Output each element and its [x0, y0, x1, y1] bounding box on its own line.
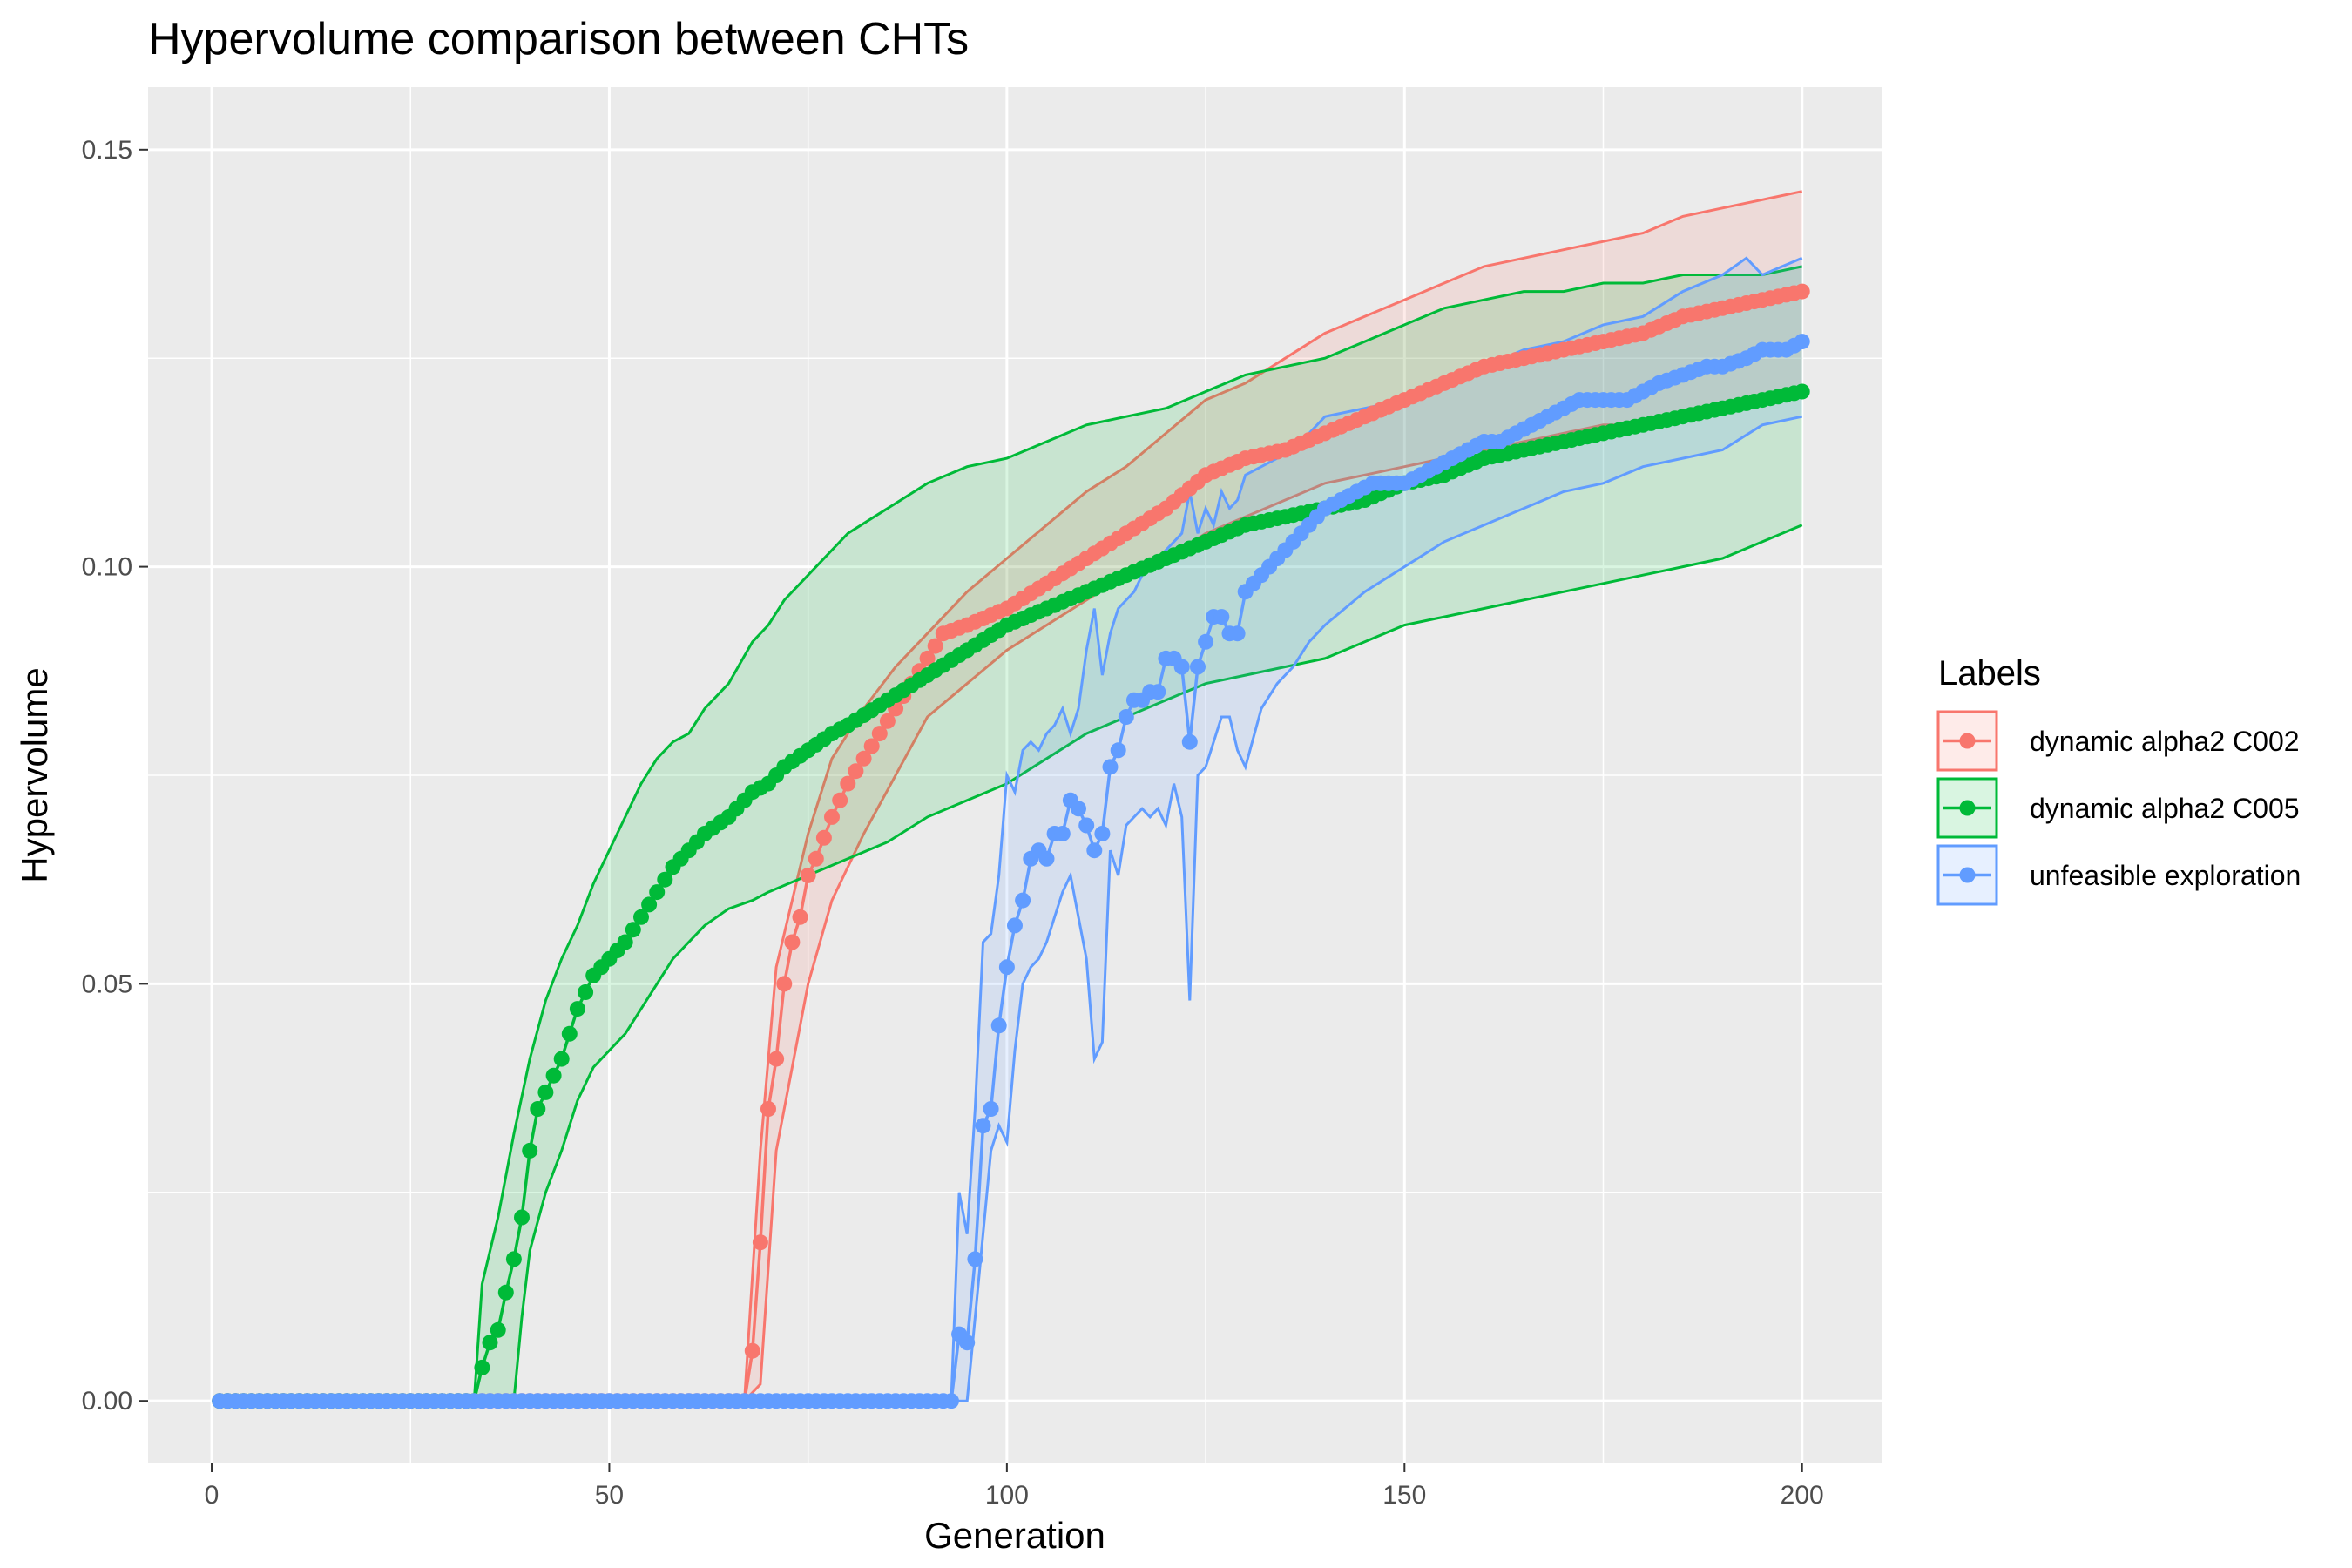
data-point: [633, 909, 649, 925]
data-point: [784, 934, 801, 950]
x-axis-title: Generation: [924, 1515, 1105, 1556]
data-point: [1150, 684, 1166, 700]
data-point: [927, 638, 943, 654]
data-point: [641, 896, 658, 913]
minor-grid: [148, 87, 1882, 1463]
data-point: [1071, 801, 1086, 817]
x-tick-label: 150: [1382, 1481, 1426, 1510]
data-point: [505, 1251, 522, 1267]
ribbon-dynamic-alpha2-C005: [474, 266, 1802, 1402]
data-point: [1173, 659, 1190, 675]
data-point: [514, 1209, 530, 1226]
data-point: [983, 1101, 999, 1117]
x-axis: 0 50 100 150 200: [205, 1463, 1824, 1510]
data-point: [474, 1359, 490, 1375]
data-point: [530, 1101, 546, 1117]
data-point: [553, 1051, 570, 1067]
data-point: [617, 934, 633, 950]
legend-label: dynamic alpha2 C002: [2030, 726, 2300, 757]
data-point: [490, 1321, 506, 1338]
data-point: [1118, 709, 1134, 725]
data-point: [752, 1234, 768, 1251]
data-point: [879, 713, 896, 729]
data-point: [975, 1118, 991, 1134]
data-point: [768, 1051, 785, 1067]
data-point: [840, 775, 856, 792]
data-point: [943, 1393, 959, 1409]
legend-title: Labels: [1938, 654, 2041, 693]
data-point: [1794, 283, 1810, 300]
data-point: [1038, 850, 1055, 867]
data-point: [967, 1251, 983, 1267]
data-point: [815, 829, 832, 846]
data-point: [776, 976, 793, 992]
data-point: [625, 922, 641, 938]
y-tick-label: 0.05: [82, 970, 132, 998]
data-point: [800, 867, 816, 883]
x-tick-label: 200: [1781, 1481, 1824, 1510]
data-point: [832, 792, 848, 808]
legend: Labels dynamic alpha2 C002 dynamic alpha2…: [1936, 654, 2301, 906]
data-point: [482, 1335, 498, 1351]
data-point: [871, 726, 888, 742]
series-points: [212, 283, 1810, 1409]
y-tick-label: 0.10: [82, 553, 132, 582]
upper-bound-line: [472, 265, 1803, 1402]
data-point: [578, 984, 594, 1000]
x-tick-label: 0: [205, 1481, 220, 1510]
data-point: [1102, 759, 1119, 775]
y-tick-label: 0.00: [82, 1387, 132, 1416]
legend-key-point: [1959, 867, 1976, 883]
data-point: [1213, 609, 1230, 625]
data-point: [1007, 917, 1023, 934]
data-point: [1110, 742, 1126, 759]
data-point: [537, 1084, 554, 1100]
data-point: [649, 884, 666, 901]
data-point: [959, 1335, 976, 1351]
data-point: [863, 738, 880, 754]
legend-label: unfeasible exploration: [2030, 860, 2301, 891]
data-point: [1229, 625, 1246, 642]
y-axis: 0.00 0.05 0.10 0.15: [82, 136, 148, 1416]
y-axis-title: Hypervolume: [14, 667, 55, 882]
x-tick-label: 100: [985, 1481, 1029, 1510]
data-point: [808, 850, 824, 867]
data-point: [1190, 659, 1206, 675]
data-point: [824, 808, 840, 825]
y-tick-label: 0.15: [82, 136, 132, 165]
lower-bound-line: [474, 524, 1803, 1402]
data-point: [1794, 334, 1810, 350]
data-point: [1015, 892, 1031, 909]
data-point: [569, 1001, 585, 1017]
data-point: [998, 959, 1015, 976]
data-point: [744, 1342, 760, 1359]
lower-bound-line: [743, 390, 1803, 1402]
data-point: [1198, 633, 1214, 650]
data-point: [1054, 826, 1071, 841]
data-point: [848, 763, 864, 780]
data-point: [1086, 842, 1103, 859]
chart-title: Hypervolume comparison between CHTs: [148, 14, 969, 64]
legend-key-point: [1959, 733, 1976, 749]
data-point: [1794, 383, 1810, 400]
legend-key-point: [1959, 800, 1976, 816]
lower-bound-line: [951, 415, 1803, 1402]
x-tick-label: 50: [595, 1481, 624, 1510]
data-point: [792, 909, 808, 925]
data-point: [497, 1284, 514, 1301]
data-point: [760, 1101, 776, 1117]
data-point: [990, 1017, 1007, 1034]
data-point: [855, 750, 872, 767]
data-point: [561, 1025, 578, 1042]
legend-label: dynamic alpha2 C005: [2030, 793, 2300, 824]
data-point: [919, 650, 936, 666]
data-point: [1181, 733, 1198, 750]
upper-bound-line: [743, 190, 1803, 1402]
data-point: [657, 871, 673, 888]
data-point: [522, 1142, 538, 1159]
data-point: [1078, 817, 1095, 834]
data-point: [1094, 826, 1111, 841]
data-point: [545, 1067, 562, 1084]
